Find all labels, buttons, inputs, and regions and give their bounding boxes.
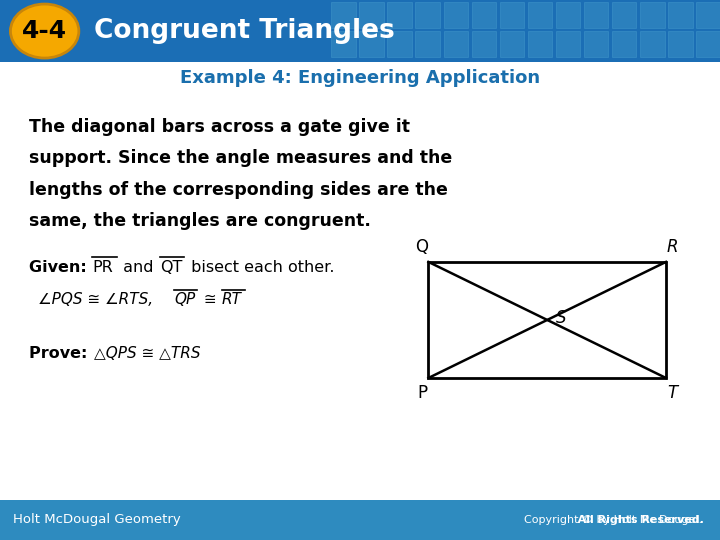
Text: and: and	[118, 260, 158, 275]
Text: Prove:: Prove:	[29, 346, 93, 361]
Text: lengths of the corresponding sides are the: lengths of the corresponding sides are t…	[29, 180, 448, 199]
Bar	[668, 2, 693, 28]
Text: Q: Q	[415, 238, 428, 256]
Text: All Rights Reserved.: All Rights Reserved.	[411, 515, 704, 525]
Bar	[696, 31, 720, 57]
Text: ∠PQS ≅ ∠RTS,: ∠PQS ≅ ∠RTS,	[38, 292, 163, 307]
Text: Holt McDougal Geometry: Holt McDougal Geometry	[13, 513, 181, 526]
Text: PR: PR	[92, 260, 113, 275]
Bar	[415, 31, 440, 57]
Bar	[472, 31, 496, 57]
Text: QT: QT	[160, 260, 182, 275]
Bar	[584, 2, 608, 28]
Bar	[668, 31, 693, 57]
Text: The diagonal bars across a gate give it: The diagonal bars across a gate give it	[29, 118, 410, 136]
Bar	[556, 31, 580, 57]
Text: RT: RT	[222, 292, 242, 307]
Bar	[584, 31, 608, 57]
Bar	[444, 2, 468, 28]
Bar	[331, 2, 356, 28]
Text: bisect each other.: bisect each other.	[186, 260, 334, 275]
Text: QP: QP	[174, 292, 196, 307]
Bar	[444, 31, 468, 57]
Bar	[500, 2, 524, 28]
Bar	[612, 2, 636, 28]
Text: Given:: Given:	[29, 260, 92, 275]
Text: Example 4: Engineering Application: Example 4: Engineering Application	[180, 69, 540, 87]
Text: Copyright © by Holt Mc Dougal.: Copyright © by Holt Mc Dougal.	[524, 515, 706, 525]
Text: ≅: ≅	[199, 292, 221, 307]
Text: S: S	[557, 309, 567, 327]
Text: T: T	[667, 384, 678, 402]
Bar	[556, 2, 580, 28]
Bar	[359, 31, 384, 57]
Text: same, the triangles are congruent.: same, the triangles are congruent.	[29, 212, 371, 230]
Text: △QPS ≅ △TRS: △QPS ≅ △TRS	[94, 346, 200, 361]
Bar	[387, 2, 412, 28]
Bar	[528, 2, 552, 28]
Bar	[640, 31, 665, 57]
Bar	[472, 2, 496, 28]
Ellipse shape	[10, 4, 79, 58]
Text: support. Since the angle measures and the: support. Since the angle measures and th…	[29, 149, 452, 167]
Bar	[387, 31, 412, 57]
Text: 4-4: 4-4	[22, 19, 67, 43]
Text: R: R	[667, 238, 678, 256]
Bar	[359, 2, 384, 28]
Bar	[696, 2, 720, 28]
Bar	[331, 31, 356, 57]
Bar	[0, 500, 720, 540]
Bar	[612, 31, 636, 57]
Bar	[428, 262, 666, 378]
Bar	[640, 2, 665, 28]
Bar	[0, 0, 720, 62]
Bar	[500, 31, 524, 57]
Text: P: P	[417, 384, 427, 402]
Bar	[415, 2, 440, 28]
Text: Congruent Triangles: Congruent Triangles	[94, 18, 395, 44]
Bar	[528, 31, 552, 57]
